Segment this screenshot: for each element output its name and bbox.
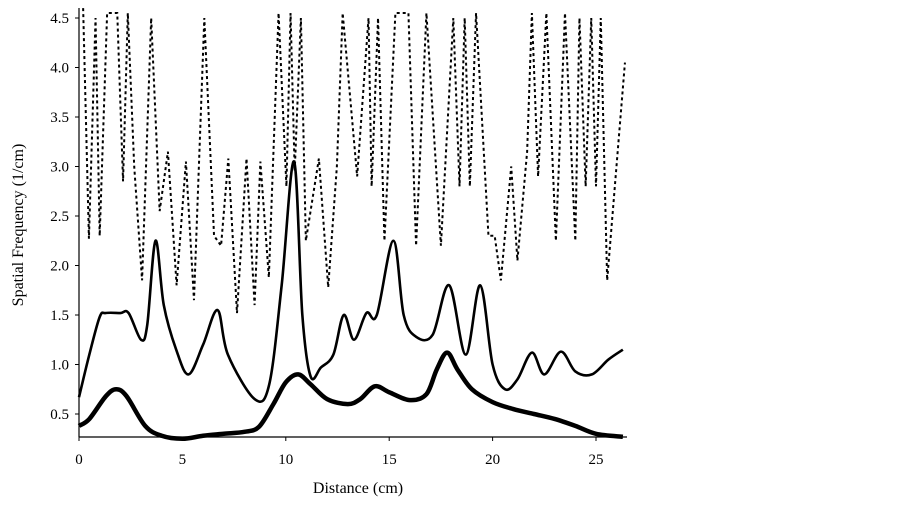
x-axis-label: Distance (cm): [313, 480, 403, 497]
x-tick-label: 0: [75, 452, 83, 468]
y-tick-label: 0.5: [50, 407, 69, 423]
y-tick-label: 3.0: [50, 160, 69, 176]
x-ticks: 0 5 10 15 20 25: [75, 437, 604, 468]
y-tick-label: 4.0: [50, 61, 69, 77]
series-layer: [77, 8, 626, 441]
y-ticks: 0.5 1.0 1.5 2.0 2.5 3.0 3.5 4.0 4.5: [50, 11, 79, 423]
y-axis-label: Spatial Frequency (1/cm): [10, 144, 27, 307]
series-line-thick-solid: [77, 350, 624, 441]
x-tick-label: 15: [382, 452, 397, 468]
y-tick-label: 2.0: [50, 259, 69, 275]
x-tick-label: 5: [179, 452, 187, 468]
y-tick-label: 3.5: [50, 110, 69, 126]
x-tick-label: 20: [485, 452, 500, 468]
x-tick-label: 10: [278, 452, 293, 468]
y-tick-label: 2.5: [50, 209, 69, 225]
y-tick-label: 1.5: [50, 308, 69, 324]
y-tick-label: 1.0: [50, 358, 69, 374]
series-line-dotted: [82, 8, 626, 314]
y-tick-label: 4.5: [50, 11, 69, 27]
x-tick-label: 25: [589, 452, 604, 468]
series-line-thin-solid: [77, 160, 624, 403]
